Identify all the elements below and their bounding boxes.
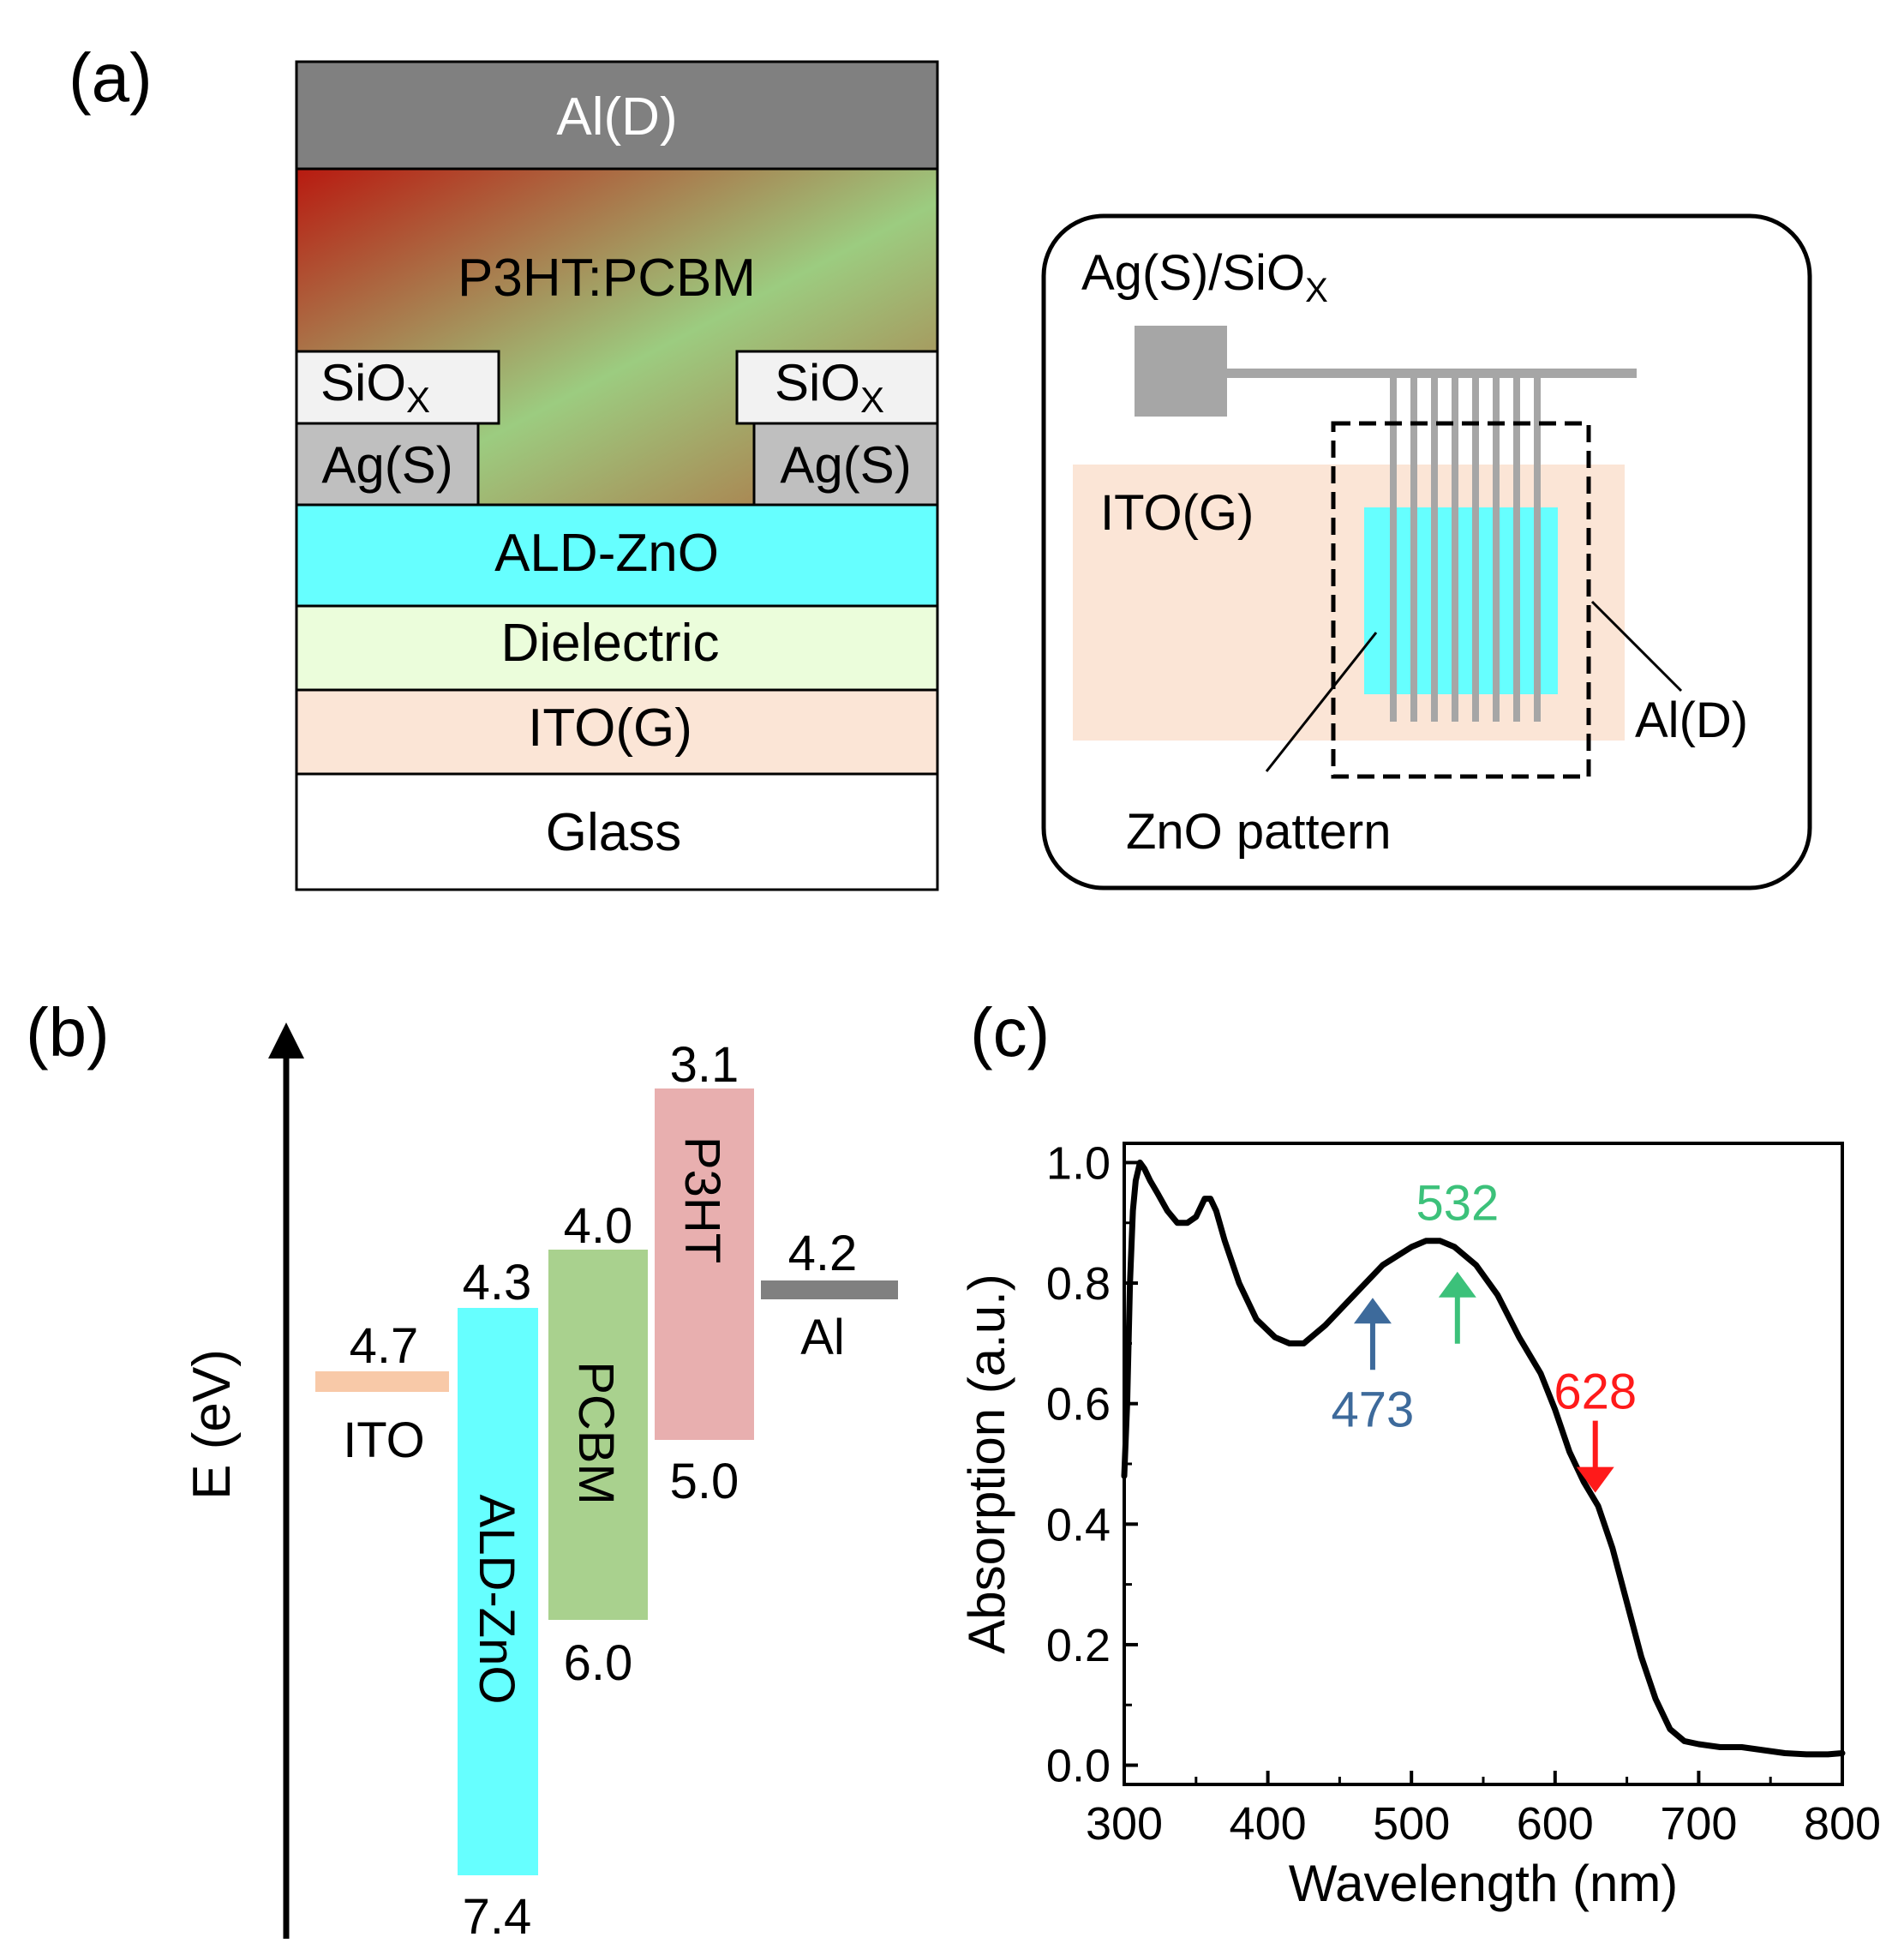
al-name: Al bbox=[800, 1310, 845, 1365]
y-tick-label: 0.6 bbox=[1046, 1379, 1111, 1430]
sio-right-label: SiOX bbox=[775, 354, 884, 420]
x-axis-label: Wavelength (nm) bbox=[1289, 1855, 1679, 1912]
zno-band-name: ALD-ZnO bbox=[469, 1495, 524, 1705]
device-stack bbox=[295, 60, 939, 891]
source-label: Ag(S)/SiOX bbox=[1081, 245, 1328, 309]
marker-arrow-head bbox=[1438, 1271, 1476, 1298]
sio-left-label: SiOX bbox=[320, 354, 430, 420]
layout-ito-label: ITO(G) bbox=[1100, 485, 1254, 541]
source-pad bbox=[1135, 326, 1227, 417]
energy-levels: 4.7 ITO 4.3 7.4 ALD-ZnO 4.0 6.0 PCBM 3.1… bbox=[315, 1037, 898, 1945]
x-tick-label: 800 bbox=[1804, 1798, 1881, 1850]
al-value: 4.2 bbox=[788, 1226, 858, 1281]
p3ht-band-name: P3HT bbox=[674, 1136, 730, 1263]
y-axis-label: Absorption (a.u.) bbox=[958, 1274, 1015, 1654]
pcbm-band bbox=[548, 1250, 648, 1620]
y-tick-label: 1.0 bbox=[1046, 1137, 1111, 1189]
marker-label: 628 bbox=[1554, 1364, 1637, 1420]
pcbm-band-name: PCBM bbox=[568, 1361, 624, 1505]
p3ht-band bbox=[655, 1088, 754, 1440]
absorption-line bbox=[1121, 1159, 1846, 1758]
layout-zno-label: ZnO pattern bbox=[1126, 804, 1391, 860]
dielectric-layer bbox=[295, 604, 939, 692]
dielectric-label: Dielectric bbox=[501, 614, 720, 673]
al-layer bbox=[295, 60, 939, 171]
ito-name: ITO bbox=[343, 1412, 425, 1468]
pcbm-top-value: 4.0 bbox=[564, 1198, 633, 1254]
x-tick-label: 500 bbox=[1373, 1798, 1450, 1850]
ito-label: ITO(G) bbox=[528, 699, 692, 758]
ag-left bbox=[295, 422, 480, 507]
y-tick-label: 0.2 bbox=[1046, 1620, 1111, 1671]
x-tick-label: 400 bbox=[1230, 1798, 1307, 1850]
ito-value: 4.7 bbox=[350, 1318, 419, 1374]
panel-c-label: (c) bbox=[970, 994, 1050, 1070]
al-label: Al(D) bbox=[556, 87, 677, 147]
marker-arrow-head bbox=[1576, 1466, 1614, 1493]
marker-arrow-head bbox=[1353, 1298, 1392, 1324]
source-bus bbox=[1225, 369, 1637, 378]
y-tick-label: 0.4 bbox=[1046, 1499, 1111, 1550]
ag-right-label: Ag(S) bbox=[780, 436, 911, 494]
glass-layer bbox=[295, 772, 939, 891]
al-level bbox=[761, 1280, 898, 1299]
pcbm-bottom-value: 6.0 bbox=[564, 1635, 633, 1691]
ag-left-label: Ag(S) bbox=[321, 436, 452, 494]
p3ht-bottom-value: 5.0 bbox=[670, 1454, 739, 1509]
ito-level bbox=[315, 1371, 449, 1392]
p3ht-top-value: 3.1 bbox=[670, 1037, 739, 1093]
zno-leader-line bbox=[1265, 632, 1378, 772]
y-tick-label: 0.0 bbox=[1046, 1741, 1111, 1792]
ag-right bbox=[752, 422, 939, 507]
marker-label: 532 bbox=[1416, 1176, 1499, 1232]
active-label: P3HT:PCBM bbox=[458, 249, 756, 308]
absorption-chart: 300 400 500 600 700 800 0.0 0.2 0.4 0.6 0.8 1.0 Wave… bbox=[958, 1137, 1881, 1912]
zno-bottom-value: 7.4 bbox=[463, 1889, 532, 1945]
y-tick-label: 0.8 bbox=[1046, 1258, 1111, 1310]
zno-label: ALD-ZnO bbox=[494, 524, 719, 583]
layout-view: Ag(S)/SiOX ITO(G) Al(D) ZnO pattern bbox=[1041, 213, 1812, 891]
al-drain-outline bbox=[1331, 421, 1591, 779]
x-tick-label: 300 bbox=[1086, 1798, 1163, 1850]
x-tick-label: 600 bbox=[1517, 1798, 1594, 1850]
plot-frame bbox=[1123, 1142, 1844, 1786]
x-tick-label: 700 bbox=[1660, 1798, 1737, 1850]
interdigitated-fingers bbox=[1390, 374, 1541, 722]
energy-axis-label: E (eV) bbox=[183, 1349, 242, 1500]
marker-label: 473 bbox=[1332, 1382, 1415, 1437]
panel-a-label: (a) bbox=[69, 39, 153, 116]
panel-b-label: (b) bbox=[26, 994, 110, 1070]
al-leader-line bbox=[1590, 600, 1683, 693]
zno-band bbox=[458, 1308, 538, 1875]
layout-al-label: Al(D) bbox=[1635, 693, 1748, 748]
glass-label: Glass bbox=[546, 803, 681, 862]
zno-top-value: 4.3 bbox=[463, 1255, 532, 1310]
